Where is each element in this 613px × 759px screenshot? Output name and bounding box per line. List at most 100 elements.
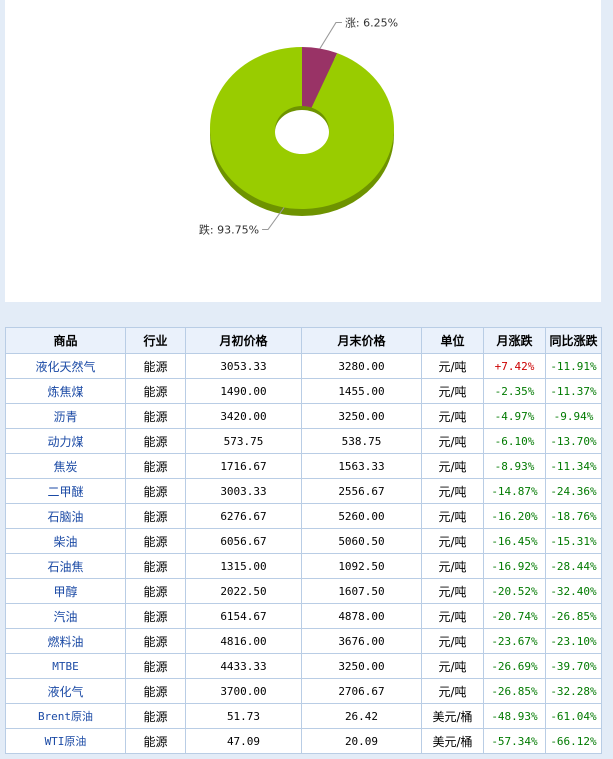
yoy-change-cell: -66.12% <box>545 728 602 754</box>
start-price-cell: 3003.33 <box>185 478 302 504</box>
commodity-name[interactable]: 石油焦 <box>5 553 126 579</box>
header-end-price: 月末价格 <box>301 327 422 354</box>
table-header-row: 商品 行业 月初价格 月末价格 单位 月涨跌 同比涨跌 <box>5 327 602 354</box>
yoy-change-cell: -9.94% <box>545 403 602 429</box>
unit-cell: 元/吨 <box>421 353 484 379</box>
unit-cell: 元/吨 <box>421 453 484 479</box>
yoy-change-cell: -13.70% <box>545 428 602 454</box>
unit-cell: 元/吨 <box>421 603 484 629</box>
unit-cell: 元/吨 <box>421 653 484 679</box>
table-row: 动力煤 能源 573.75 538.75 元/吨 -6.10% -13.70% <box>5 428 602 454</box>
monthly-change-cell: -16.20% <box>483 503 546 529</box>
industry-cell: 能源 <box>125 428 186 454</box>
commodity-price-table: 商品 行业 月初价格 月末价格 单位 月涨跌 同比涨跌 液化天然气 能源 3053.… <box>5 327 602 754</box>
end-price-cell: 26.42 <box>301 703 422 729</box>
commodity-name[interactable]: 二甲醚 <box>5 478 126 504</box>
table-row: 石脑油 能源 6276.67 5260.00 元/吨 -16.20% -18.76% <box>5 503 602 529</box>
monthly-change-cell: -26.69% <box>483 653 546 679</box>
pie-leader-line-0 <box>319 22 342 49</box>
industry-cell: 能源 <box>125 528 186 554</box>
unit-cell: 美元/桶 <box>421 728 484 754</box>
industry-cell: 能源 <box>125 353 186 379</box>
industry-cell: 能源 <box>125 378 186 404</box>
industry-cell: 能源 <box>125 728 186 754</box>
yoy-change-cell: -11.34% <box>545 453 602 479</box>
header-industry: 行业 <box>125 327 186 354</box>
commodity-name[interactable]: WTI原油 <box>5 728 126 754</box>
pie-chart: 涨: 6.25% 跌: 93.75% <box>199 17 398 237</box>
yoy-change-cell: -24.36% <box>545 478 602 504</box>
header-yoy-change: 同比涨跌 <box>545 327 602 354</box>
unit-cell: 元/吨 <box>421 553 484 579</box>
monthly-change-cell: -57.34% <box>483 728 546 754</box>
end-price-cell: 1563.33 <box>301 453 422 479</box>
end-price-cell: 2556.67 <box>301 478 422 504</box>
unit-cell: 元/吨 <box>421 528 484 554</box>
industry-cell: 能源 <box>125 403 186 429</box>
commodity-name[interactable]: 柴油 <box>5 528 126 554</box>
header-unit: 单位 <box>421 327 484 354</box>
commodity-name[interactable]: MTBE <box>5 653 126 679</box>
monthly-change-cell: -14.87% <box>483 478 546 504</box>
commodity-name[interactable]: 燃料油 <box>5 628 126 654</box>
yoy-change-cell: -26.85% <box>545 603 602 629</box>
industry-cell: 能源 <box>125 453 186 479</box>
yoy-change-cell: -23.10% <box>545 628 602 654</box>
commodity-name[interactable]: 焦炭 <box>5 453 126 479</box>
monthly-change-cell: -20.52% <box>483 578 546 604</box>
end-price-cell: 3250.00 <box>301 653 422 679</box>
table-row: 二甲醚 能源 3003.33 2556.67 元/吨 -14.87% -24.36% <box>5 478 602 504</box>
yoy-change-cell: -11.91% <box>545 353 602 379</box>
end-price-cell: 5060.50 <box>301 528 422 554</box>
pie-label-0: 涨: 6.25% <box>345 17 398 30</box>
monthly-change-cell: -20.74% <box>483 603 546 629</box>
end-price-cell: 1607.50 <box>301 578 422 604</box>
commodity-name[interactable]: 炼焦煤 <box>5 378 126 404</box>
unit-cell: 元/吨 <box>421 628 484 654</box>
unit-cell: 元/吨 <box>421 378 484 404</box>
header-commodity: 商品 <box>5 327 126 354</box>
pie-label-1: 跌: 93.75% <box>199 222 259 236</box>
start-price-cell: 1315.00 <box>185 553 302 579</box>
commodity-name[interactable]: 汽油 <box>5 603 126 629</box>
unit-cell: 元/吨 <box>421 403 484 429</box>
end-price-cell: 1455.00 <box>301 378 422 404</box>
commodity-name[interactable]: 沥青 <box>5 403 126 429</box>
table-row: 液化气 能源 3700.00 2706.67 元/吨 -26.85% -32.28% <box>5 678 602 704</box>
start-price-cell: 2022.50 <box>185 578 302 604</box>
end-price-cell: 3676.00 <box>301 628 422 654</box>
industry-cell: 能源 <box>125 653 186 679</box>
table-row: 液化天然气 能源 3053.33 3280.00 元/吨 +7.42% -11.91% <box>5 353 602 379</box>
start-price-cell: 47.09 <box>185 728 302 754</box>
start-price-cell: 573.75 <box>185 428 302 454</box>
start-price-cell: 4816.00 <box>185 628 302 654</box>
end-price-cell: 3280.00 <box>301 353 422 379</box>
commodity-name[interactable]: 动力煤 <box>5 428 126 454</box>
yoy-change-cell: -18.76% <box>545 503 602 529</box>
end-price-cell: 3250.00 <box>301 403 422 429</box>
unit-cell: 元/吨 <box>421 428 484 454</box>
monthly-change-cell: -2.35% <box>483 378 546 404</box>
table-row: 甲醇 能源 2022.50 1607.50 元/吨 -20.52% -32.40% <box>5 578 602 604</box>
commodity-name[interactable]: Brent原油 <box>5 703 126 729</box>
unit-cell: 元/吨 <box>421 578 484 604</box>
yoy-change-cell: -39.70% <box>545 653 602 679</box>
industry-cell: 能源 <box>125 678 186 704</box>
start-price-cell: 6154.67 <box>185 603 302 629</box>
unit-cell: 元/吨 <box>421 678 484 704</box>
commodity-name[interactable]: 石脑油 <box>5 503 126 529</box>
table-row: 沥青 能源 3420.00 3250.00 元/吨 -4.97% -9.94% <box>5 403 602 429</box>
yoy-change-cell: -32.40% <box>545 578 602 604</box>
yoy-change-cell: -32.28% <box>545 678 602 704</box>
commodity-name[interactable]: 液化气 <box>5 678 126 704</box>
commodity-name[interactable]: 甲醇 <box>5 578 126 604</box>
monthly-change-cell: -16.45% <box>483 528 546 554</box>
monthly-change-cell: -48.93% <box>483 703 546 729</box>
start-price-cell: 3700.00 <box>185 678 302 704</box>
header-start-price: 月初价格 <box>185 327 302 354</box>
end-price-cell: 5260.00 <box>301 503 422 529</box>
donut-hole <box>275 110 329 154</box>
table-row: MTBE 能源 4433.33 3250.00 元/吨 -26.69% -39.70% <box>5 653 602 679</box>
commodity-name[interactable]: 液化天然气 <box>5 353 126 379</box>
monthly-change-cell: -23.67% <box>483 628 546 654</box>
